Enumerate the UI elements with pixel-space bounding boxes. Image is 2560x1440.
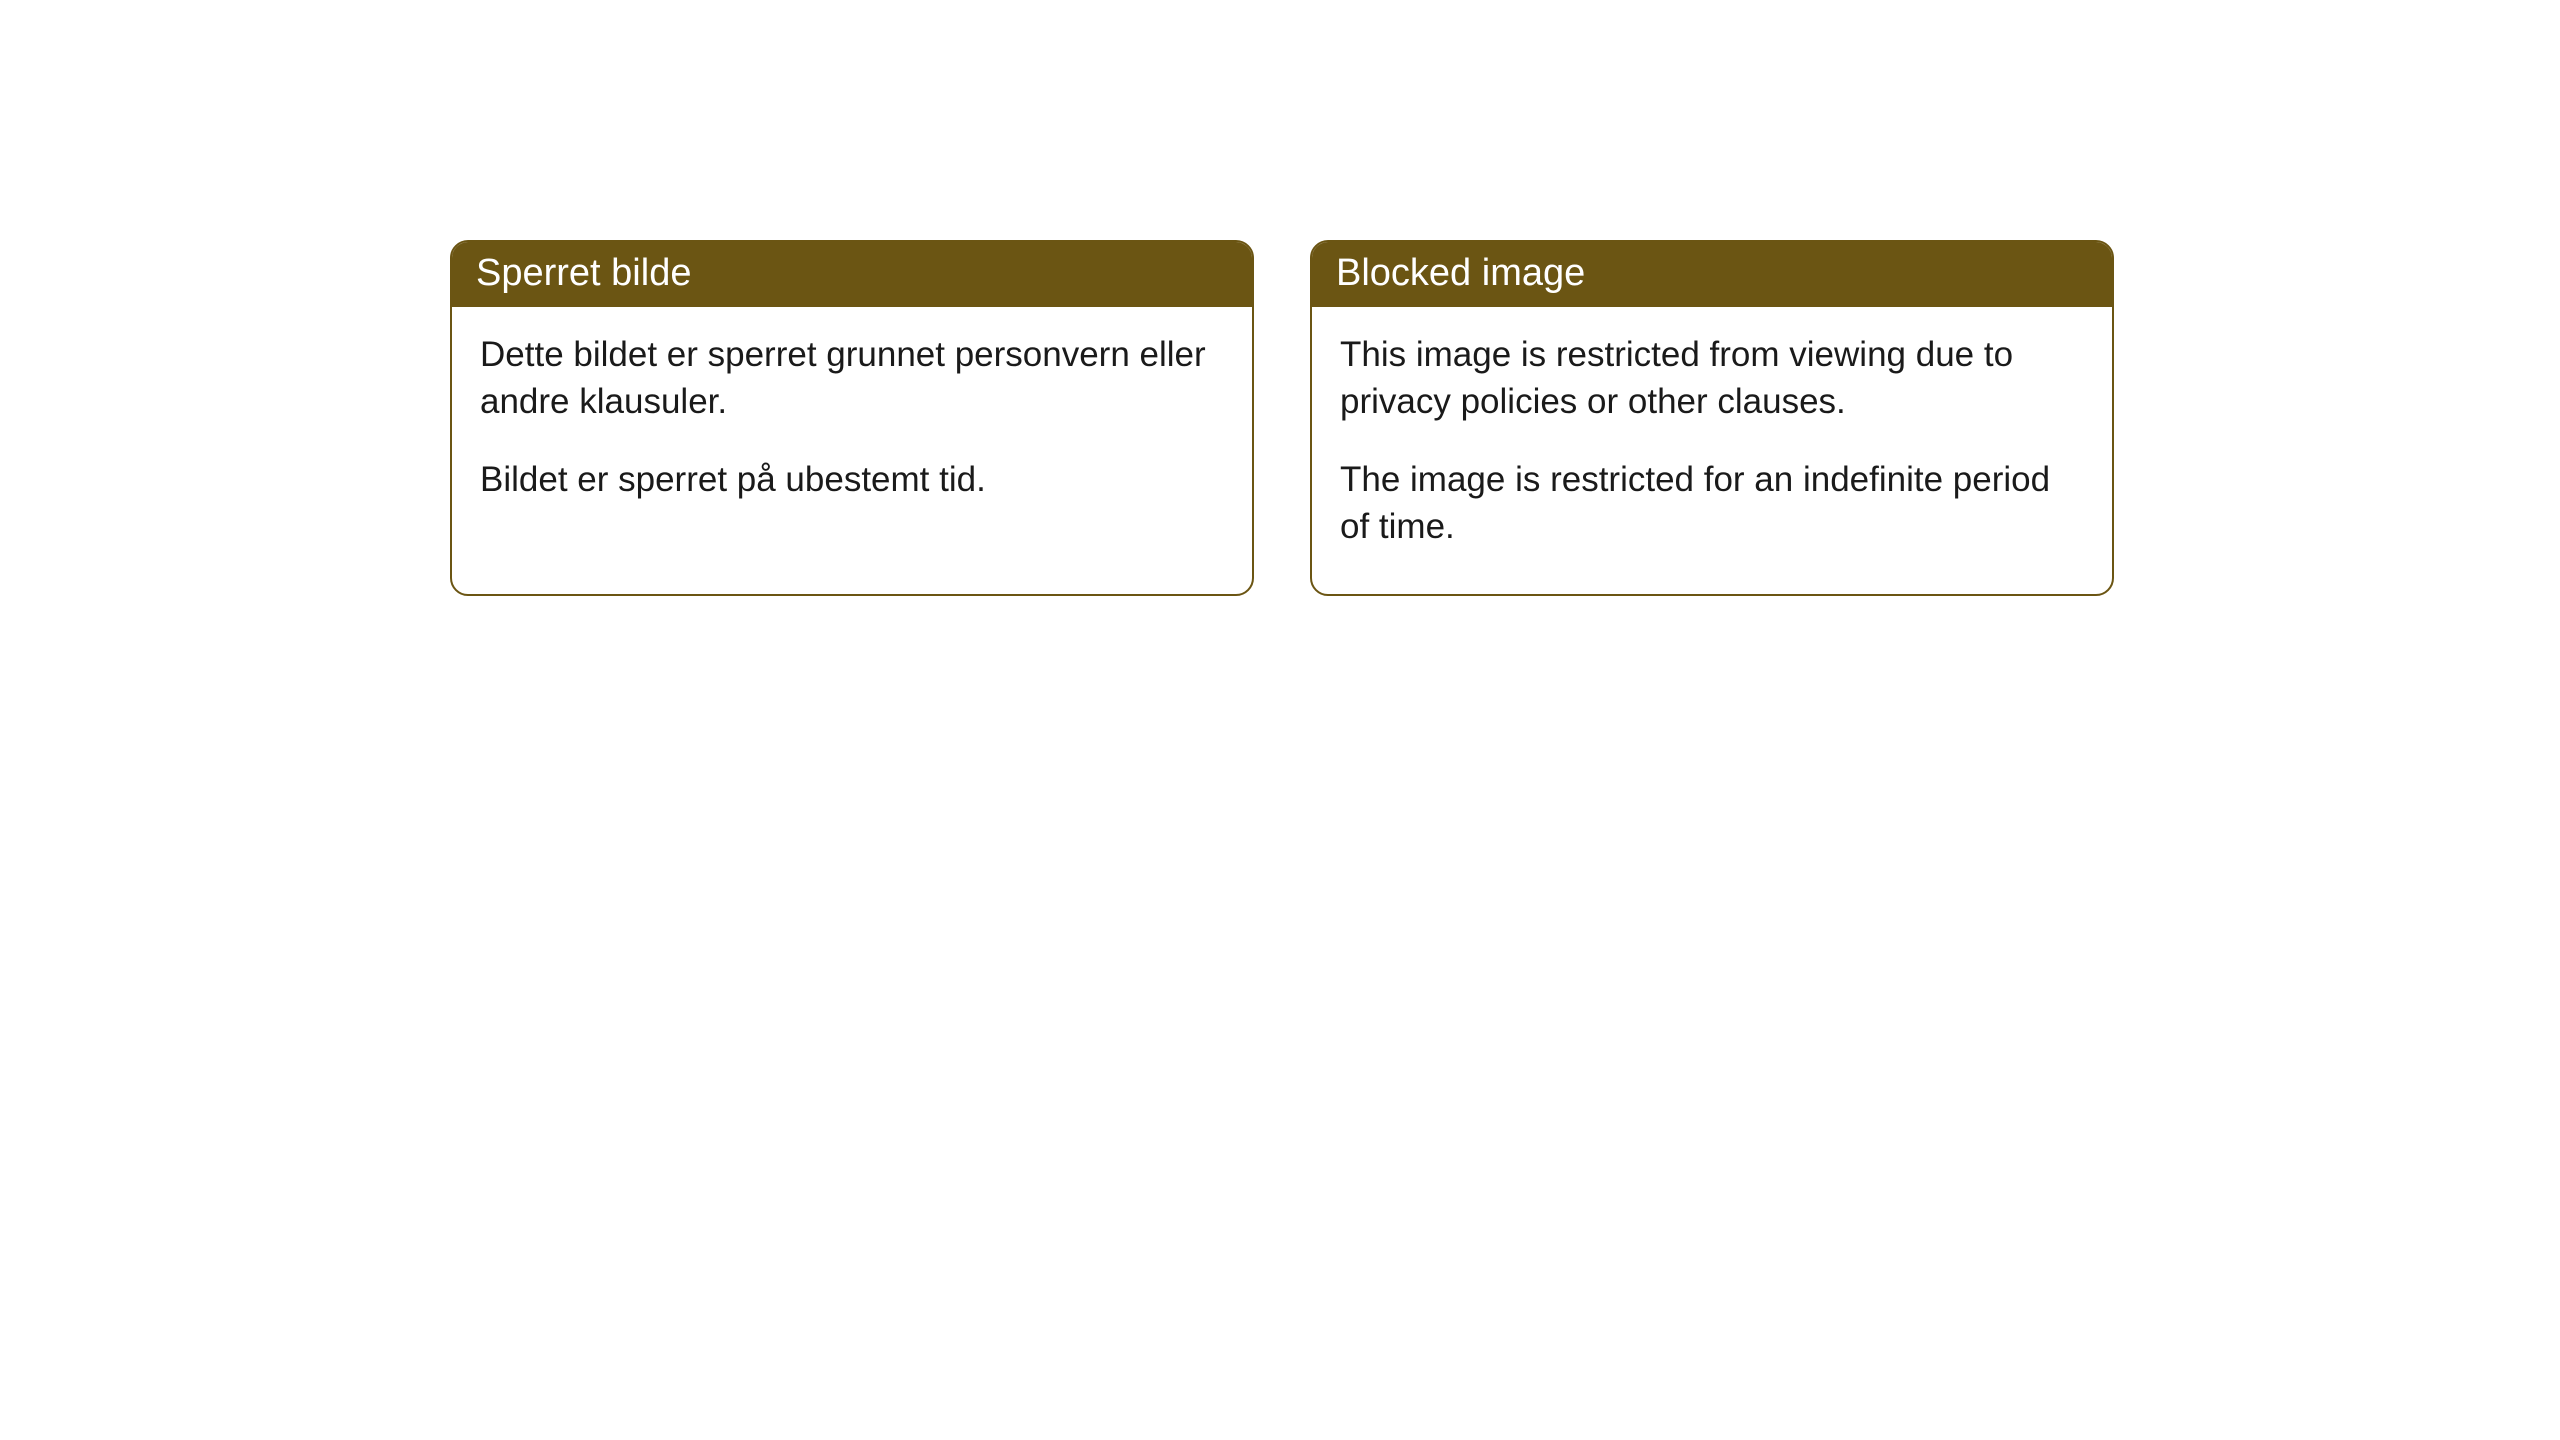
blocked-image-card-english: Blocked image This image is restricted f… (1310, 240, 2114, 596)
card-title: Blocked image (1336, 252, 1585, 294)
card-paragraph: This image is restricted from viewing du… (1340, 331, 2084, 426)
card-body: This image is restricted from viewing du… (1312, 307, 2112, 594)
card-header: Blocked image (1312, 242, 2112, 307)
card-header: Sperret bilde (452, 242, 1252, 307)
card-paragraph: The image is restricted for an indefinit… (1340, 456, 2084, 551)
notice-cards-container: Sperret bilde Dette bildet er sperret gr… (0, 0, 2560, 596)
card-paragraph: Bildet er sperret på ubestemt tid. (480, 456, 1224, 503)
card-title: Sperret bilde (476, 252, 691, 294)
card-paragraph: Dette bildet er sperret grunnet personve… (480, 331, 1224, 426)
blocked-image-card-norwegian: Sperret bilde Dette bildet er sperret gr… (450, 240, 1254, 596)
card-body: Dette bildet er sperret grunnet personve… (452, 307, 1252, 547)
